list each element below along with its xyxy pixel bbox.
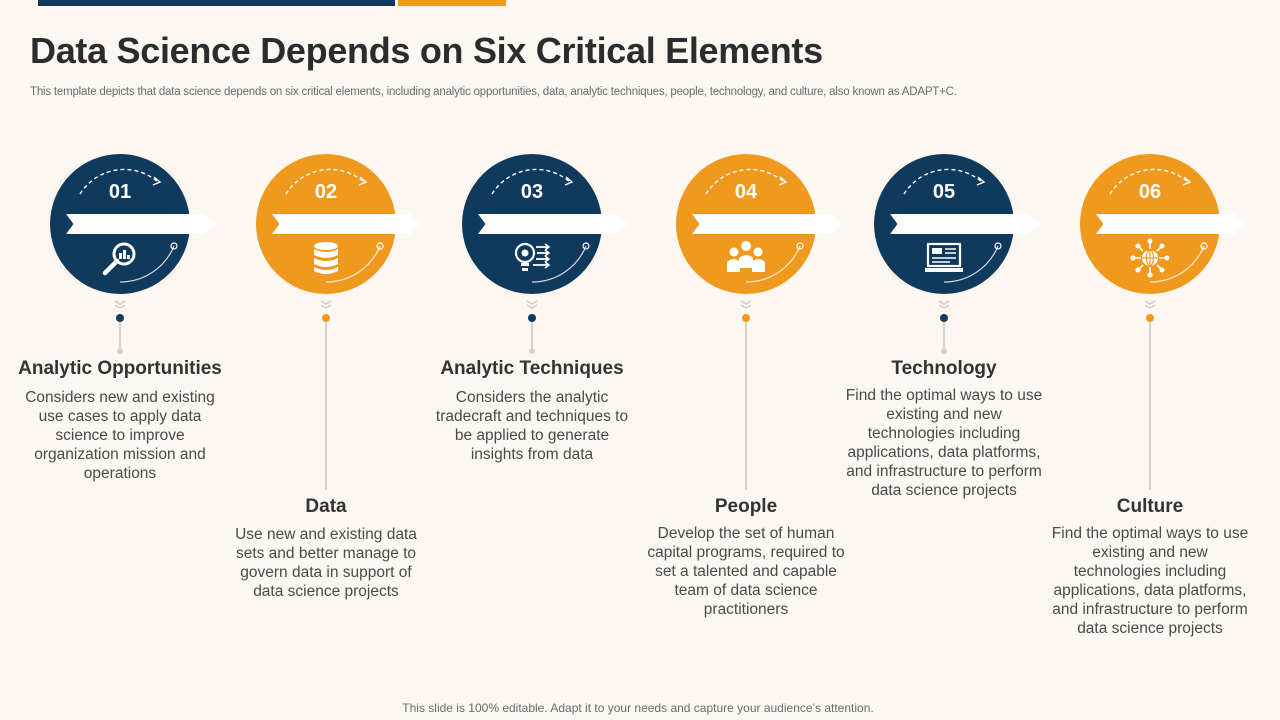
element-circle: 04 [676,154,842,294]
connector-line [119,322,121,350]
chevron-down-icon [320,300,332,309]
footer-note: This slide is 100% editable. Adapt it to… [402,701,874,715]
chevron-down-icon [740,300,752,309]
element-circle: 03 [462,154,628,294]
element-description: Develop the set of human capital program… [647,525,845,618]
connector-dot [1146,314,1154,322]
element-banner [692,214,842,234]
top-accent-bar-navy [38,0,395,6]
connector-line [1149,322,1151,490]
element-description: Find the optimal ways to use existing an… [845,387,1043,499]
element-number: 03 [520,181,544,203]
element-title: Analytic Opportunities [18,358,222,379]
circle-arc-decoration [903,168,1002,283]
element-analytic-opportunities: 01 Analytic Opportunities Considers new … [18,154,222,714]
circle-arc-decoration [705,168,804,283]
circle-arc-decoration [491,168,590,283]
connector-dot [528,314,536,322]
top-accent-bar-orange [398,0,506,6]
connector-line [745,322,747,490]
connector-line [531,322,533,350]
chevron-down-icon [114,300,126,309]
element-circle: 06 [1080,154,1246,294]
element-description: Find the optimal ways to use existing an… [1051,525,1249,637]
element-banner [272,214,422,234]
element-title: People [714,496,778,517]
connector-dot [322,314,330,322]
chevron-down-icon [526,300,538,309]
element-number: 01 [108,181,132,203]
element-number: 05 [932,181,956,203]
element-circle: 02 [256,154,422,294]
element-circle: 01 [50,154,216,294]
element-circle: 05 [874,154,1040,294]
element-people: 04 People Develop the set of human capit… [646,154,846,714]
element-title: Analytic Techniques [440,358,624,379]
element-title: Data [305,496,347,517]
element-description: Use new and existing data sets and bette… [235,526,417,600]
element-banner [1096,214,1246,234]
connector-end [117,348,123,354]
people-group-icon [727,241,765,272]
circle-arc-decoration [79,168,178,283]
element-description: Considers the analytic tradecraft and te… [435,389,629,463]
element-description: Considers new and existing use cases to … [25,389,215,482]
connector-line [943,322,945,350]
lightbulb-gear-icon [514,242,551,271]
element-title: Culture [1116,496,1184,517]
computer-monitor-icon [925,242,963,272]
element-data: 02 Data Use new and existing data sets a… [226,154,426,714]
element-banner [478,214,628,234]
chevron-down-icon [938,300,950,309]
search-chart-icon [102,242,136,276]
circle-arc-decoration [1109,168,1208,283]
element-banner [66,214,216,234]
chevron-down-icon [1144,300,1156,309]
element-title: Technology [891,358,997,379]
database-icon [314,242,338,274]
element-technology: 05 Technology Find the optimal ways to u… [844,154,1044,714]
element-culture: 06 Culture Find the optimal ways [1050,154,1250,714]
connector-dot [742,314,750,322]
page-subtitle: This template depicts that data science … [30,86,957,98]
element-number: 04 [734,181,758,203]
connector-end [941,348,947,354]
connector-end [529,348,535,354]
connector-dot [940,314,948,322]
page-title: Data Science Depends on Six Critical Ele… [30,30,823,71]
element-banner [890,214,1040,234]
circle-arc-decoration [285,168,384,283]
element-number: 02 [314,181,338,203]
element-number: 06 [1138,181,1162,203]
connector-line [325,322,327,490]
globe-network-icon [1130,238,1170,278]
connector-dot [116,314,124,322]
element-analytic-techniques: 03 Analytic Techniques Considers the ana… [432,154,632,714]
